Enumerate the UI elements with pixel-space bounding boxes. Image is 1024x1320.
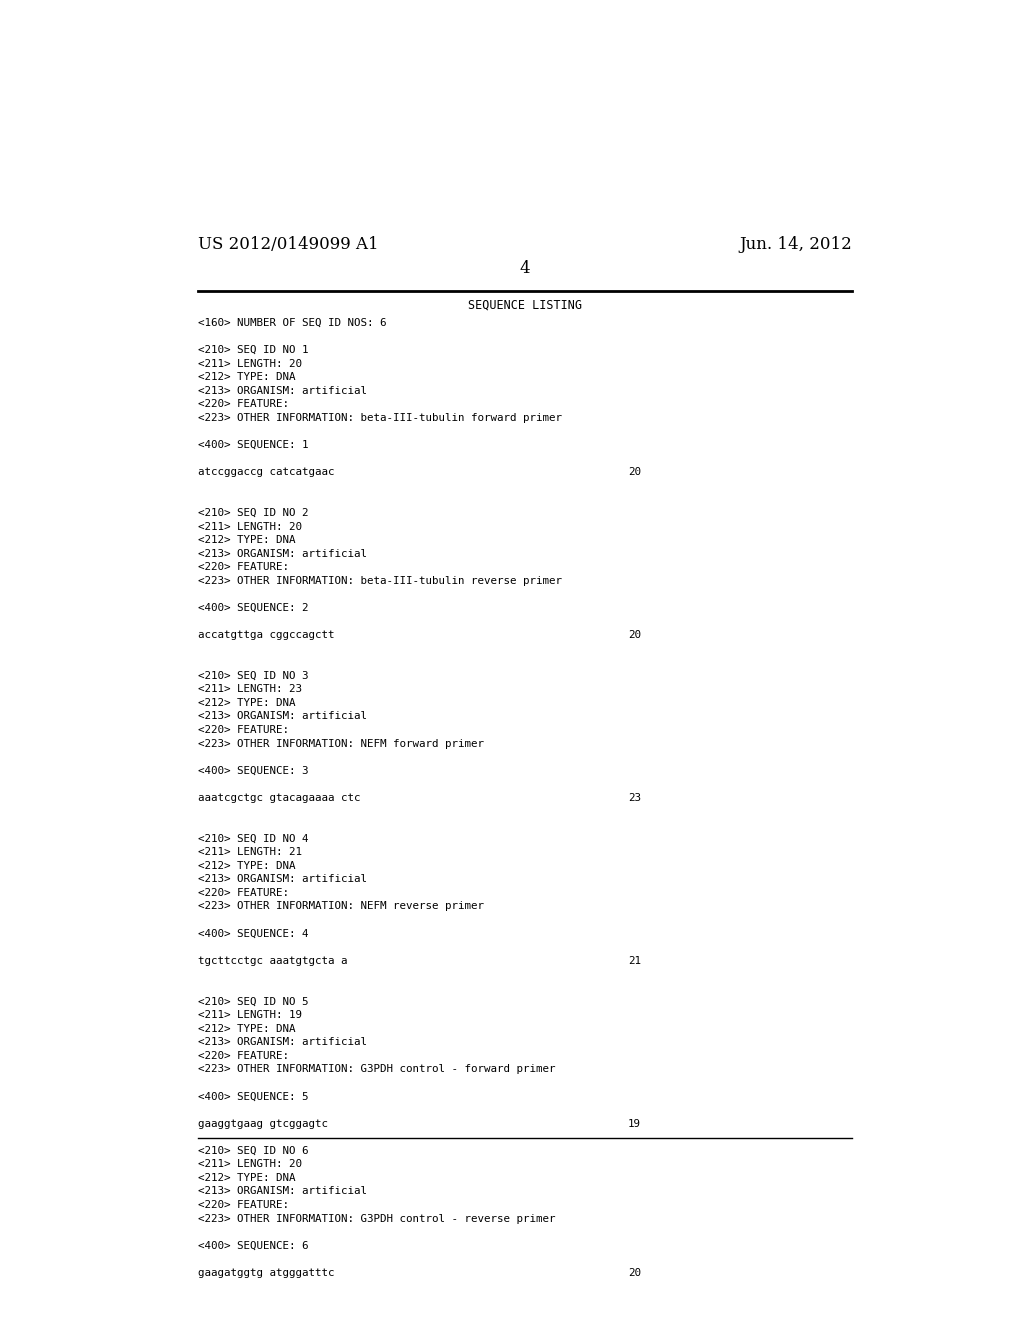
- Text: <212> TYPE: DNA: <212> TYPE: DNA: [198, 1023, 295, 1034]
- Text: <400> SEQUENCE: 1: <400> SEQUENCE: 1: [198, 440, 308, 450]
- Text: <220> FEATURE:: <220> FEATURE:: [198, 1051, 289, 1061]
- Text: <400> SEQUENCE: 3: <400> SEQUENCE: 3: [198, 766, 308, 776]
- Text: <213> ORGANISM: artificial: <213> ORGANISM: artificial: [198, 1038, 367, 1047]
- Text: <210> SEQ ID NO 5: <210> SEQ ID NO 5: [198, 997, 308, 1006]
- Text: <211> LENGTH: 19: <211> LENGTH: 19: [198, 1010, 302, 1020]
- Text: 20: 20: [628, 630, 641, 640]
- Text: <212> TYPE: DNA: <212> TYPE: DNA: [198, 861, 295, 871]
- Text: tgcttcctgc aaatgtgcta a: tgcttcctgc aaatgtgcta a: [198, 956, 347, 966]
- Text: <220> FEATURE:: <220> FEATURE:: [198, 562, 289, 572]
- Text: <400> SEQUENCE: 2: <400> SEQUENCE: 2: [198, 603, 308, 612]
- Text: <210> SEQ ID NO 3: <210> SEQ ID NO 3: [198, 671, 308, 681]
- Text: <210> SEQ ID NO 2: <210> SEQ ID NO 2: [198, 508, 308, 517]
- Text: <223> OTHER INFORMATION: beta-III-tubulin forward primer: <223> OTHER INFORMATION: beta-III-tubuli…: [198, 413, 562, 422]
- Text: aaatcgctgc gtacagaaaa ctc: aaatcgctgc gtacagaaaa ctc: [198, 793, 360, 803]
- Text: <160> NUMBER OF SEQ ID NOS: 6: <160> NUMBER OF SEQ ID NOS: 6: [198, 318, 386, 327]
- Text: atccggaccg catcatgaac: atccggaccg catcatgaac: [198, 467, 335, 478]
- Text: accatgttga cggccagctt: accatgttga cggccagctt: [198, 630, 335, 640]
- Text: <212> TYPE: DNA: <212> TYPE: DNA: [198, 698, 295, 708]
- Text: <220> FEATURE:: <220> FEATURE:: [198, 400, 289, 409]
- Text: 21: 21: [628, 956, 641, 966]
- Text: <213> ORGANISM: artificial: <213> ORGANISM: artificial: [198, 549, 367, 558]
- Text: <211> LENGTH: 23: <211> LENGTH: 23: [198, 684, 302, 694]
- Text: <211> LENGTH: 20: <211> LENGTH: 20: [198, 359, 302, 368]
- Text: <212> TYPE: DNA: <212> TYPE: DNA: [198, 372, 295, 383]
- Text: <400> SEQUENCE: 4: <400> SEQUENCE: 4: [198, 928, 308, 939]
- Text: gaaggtgaag gtcggagtc: gaaggtgaag gtcggagtc: [198, 1118, 328, 1129]
- Text: <223> OTHER INFORMATION: G3PDH control - reverse primer: <223> OTHER INFORMATION: G3PDH control -…: [198, 1213, 555, 1224]
- Text: <212> TYPE: DNA: <212> TYPE: DNA: [198, 535, 295, 545]
- Text: US 2012/0149099 A1: US 2012/0149099 A1: [198, 236, 379, 252]
- Text: <223> OTHER INFORMATION: NEFM reverse primer: <223> OTHER INFORMATION: NEFM reverse pr…: [198, 902, 483, 911]
- Text: <223> OTHER INFORMATION: G3PDH control - forward primer: <223> OTHER INFORMATION: G3PDH control -…: [198, 1064, 555, 1074]
- Text: <223> OTHER INFORMATION: NEFM forward primer: <223> OTHER INFORMATION: NEFM forward pr…: [198, 739, 483, 748]
- Text: <213> ORGANISM: artificial: <213> ORGANISM: artificial: [198, 385, 367, 396]
- Text: 20: 20: [628, 1267, 641, 1278]
- Text: <211> LENGTH: 20: <211> LENGTH: 20: [198, 1159, 302, 1170]
- Text: <213> ORGANISM: artificial: <213> ORGANISM: artificial: [198, 1187, 367, 1196]
- Text: <210> SEQ ID NO 4: <210> SEQ ID NO 4: [198, 834, 308, 843]
- Text: <400> SEQUENCE: 6: <400> SEQUENCE: 6: [198, 1241, 308, 1250]
- Text: 19: 19: [628, 1118, 641, 1129]
- Text: <223> OTHER INFORMATION: beta-III-tubulin reverse primer: <223> OTHER INFORMATION: beta-III-tubuli…: [198, 576, 562, 586]
- Text: 20: 20: [628, 467, 641, 478]
- Text: <211> LENGTH: 20: <211> LENGTH: 20: [198, 521, 302, 532]
- Text: <400> SEQUENCE: 5: <400> SEQUENCE: 5: [198, 1092, 308, 1101]
- Text: Jun. 14, 2012: Jun. 14, 2012: [739, 236, 852, 252]
- Text: SEQUENCE LISTING: SEQUENCE LISTING: [468, 298, 582, 312]
- Text: <213> ORGANISM: artificial: <213> ORGANISM: artificial: [198, 874, 367, 884]
- Text: 4: 4: [519, 260, 530, 277]
- Text: <211> LENGTH: 21: <211> LENGTH: 21: [198, 847, 302, 857]
- Text: <210> SEQ ID NO 6: <210> SEQ ID NO 6: [198, 1146, 308, 1156]
- Text: <220> FEATURE:: <220> FEATURE:: [198, 725, 289, 735]
- Text: <213> ORGANISM: artificial: <213> ORGANISM: artificial: [198, 711, 367, 722]
- Text: <212> TYPE: DNA: <212> TYPE: DNA: [198, 1172, 295, 1183]
- Text: 23: 23: [628, 793, 641, 803]
- Text: <220> FEATURE:: <220> FEATURE:: [198, 1200, 289, 1210]
- Text: gaagatggtg atgggatttc: gaagatggtg atgggatttc: [198, 1267, 335, 1278]
- Text: <210> SEQ ID NO 1: <210> SEQ ID NO 1: [198, 345, 308, 355]
- Text: <220> FEATURE:: <220> FEATURE:: [198, 888, 289, 898]
